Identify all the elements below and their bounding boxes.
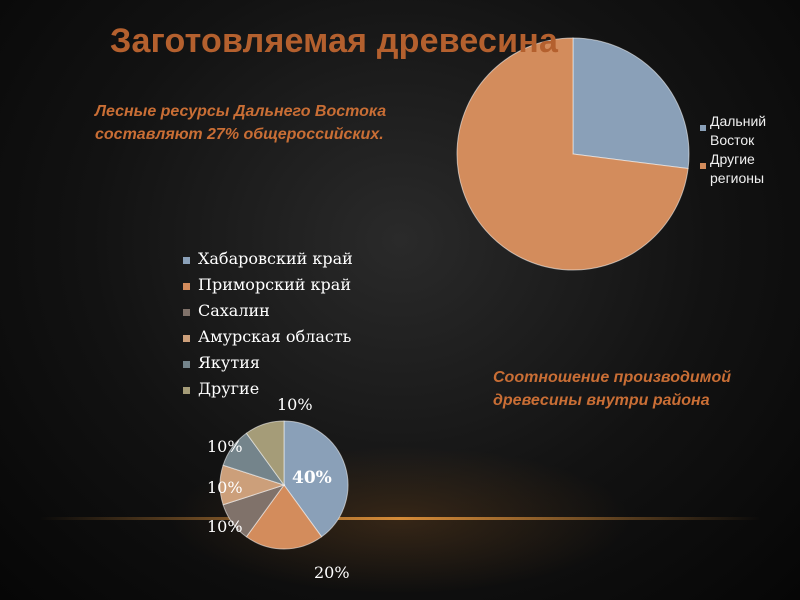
legend-swatch (183, 309, 190, 316)
pie-slice-другие-регионы (456, 37, 689, 271)
legend-item-сахалин: Сахалин (183, 298, 353, 324)
pie-slice-дальний-восток (572, 37, 690, 170)
forest-resources-caption: Лесные ресурсы Дальнего Востока составля… (95, 103, 387, 144)
legend-swatch (183, 283, 190, 290)
legend-item-хабаровский-край: Хабаровский край (183, 246, 353, 272)
legend-item-амурская-область: Амурская область (183, 324, 353, 350)
legend-label: Хабаровский край (198, 249, 353, 268)
data-label-амурская-область: 10% (207, 478, 243, 497)
legend-russia: Дальний Восток Другие регионы (700, 112, 795, 188)
legend-districts: Хабаровский край Приморский край Сахалин Ам… (183, 246, 353, 402)
horizon-line (40, 517, 760, 520)
pie-slice-хабаровский-край (283, 420, 349, 538)
pie-slice-другие (245, 420, 285, 487)
legend-item-приморский-край: Приморский край (183, 272, 353, 298)
legend-label: Амурская область (198, 327, 352, 346)
legend-label: Сахалин (198, 301, 270, 320)
pie-slice-приморский-край (245, 484, 323, 550)
data-label-якутия: 10% (207, 437, 243, 456)
data-label-другие: 10% (277, 395, 313, 414)
data-label-сахалин: 10% (207, 517, 243, 536)
legend-label: Якутия (198, 353, 260, 372)
legend-swatch (183, 387, 190, 394)
legend-swatch (183, 361, 190, 368)
legend-swatch (183, 335, 190, 342)
legend-label: Дальний Восток (710, 113, 767, 148)
legend-item-другие-регионы: Другие регионы (700, 150, 795, 188)
legend-label: Приморский край (198, 275, 351, 294)
legend-item-дальний-восток: Дальний Восток (700, 112, 795, 150)
legend-swatch (700, 125, 706, 131)
legend-item-якутия: Якутия (183, 350, 353, 376)
timber-ratio-caption: Соотношение производимой древесины внутр… (493, 369, 732, 410)
legend-swatch (700, 162, 706, 169)
data-label-приморский-край: 20% (314, 563, 350, 582)
slide-title: Заготовляемая древесина (110, 22, 559, 60)
legend-label: Другие (198, 379, 260, 398)
data-label-хабаровский-край: 40% (292, 468, 332, 488)
legend-label: Другие регионы (710, 150, 765, 186)
legend-item-другие: Другие (183, 376, 353, 402)
legend-swatch (183, 257, 190, 264)
